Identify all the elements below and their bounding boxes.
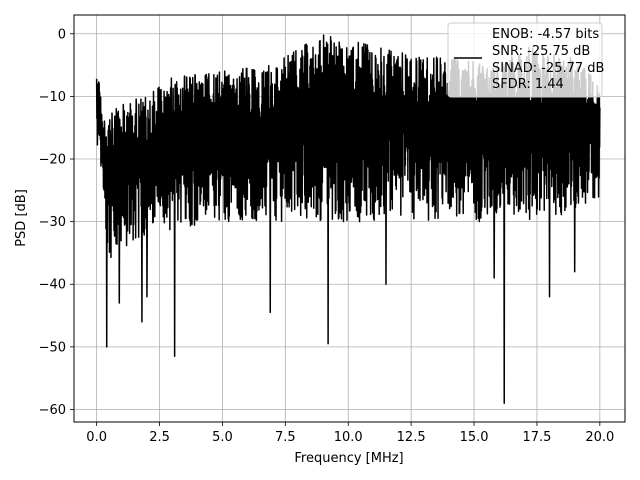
axis-ticks: 0.0 2.5 5.0 7.5 10.0 12.5 15.0 17.5 20.0 0 −10 −20 −…	[39, 27, 615, 445]
y-tick-label: −50	[39, 340, 66, 355]
x-tick-label: 17.5	[522, 430, 551, 445]
legend-box	[447, 22, 603, 98]
y-tick-label: −40	[39, 278, 66, 293]
y-tick-label: −60	[39, 403, 66, 418]
legend: ENOB: -4.57 bits SNR: -25.75 dB SINAD: -…	[447, 22, 604, 98]
y-tick-label: −10	[39, 90, 66, 105]
y-tick-label: −30	[39, 215, 66, 230]
legend-entry-sfdr: SFDR: 1.44	[492, 77, 564, 92]
plot-frame	[73, 14, 626, 423]
y-tick-label: 0	[58, 27, 66, 42]
x-tick-label: 15.0	[460, 430, 489, 445]
psd-series-line	[95, 34, 601, 404]
x-tick-label: 20.0	[585, 430, 614, 445]
x-tick-label: 10.0	[334, 430, 363, 445]
y-axis-label: PSD [dB]	[14, 189, 29, 247]
series-group	[95, 34, 601, 404]
x-tick-label: 2.5	[149, 430, 170, 445]
x-tick-label: 7.5	[275, 430, 296, 445]
x-tick-label: 12.5	[397, 430, 426, 445]
x-tick-label: 0.0	[86, 430, 107, 445]
x-tick-label: 5.0	[212, 430, 233, 445]
y-tick-label: −20	[39, 153, 66, 168]
x-axis-label: Frequency [MHz]	[294, 451, 403, 466]
legend-entry-enob: ENOB: -4.57 bits	[492, 27, 599, 42]
legend-entry-sinad: SINAD: -25.77 dB	[492, 61, 604, 76]
legend-entry-snr: SNR: -25.75 dB	[492, 44, 590, 59]
